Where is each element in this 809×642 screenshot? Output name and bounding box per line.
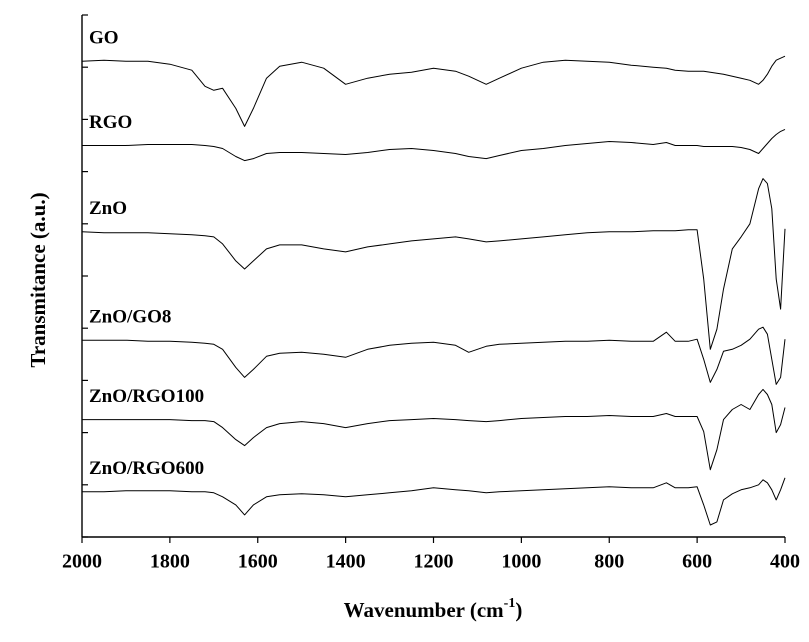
x-tick-label: 800 — [594, 551, 624, 573]
spectrum — [82, 326, 786, 385]
x-tick-label: 400 — [770, 551, 800, 573]
spectrum — [81, 55, 786, 127]
x-axis-label-tail: ) — [515, 598, 522, 622]
spectrum — [82, 128, 786, 162]
x-axis-label: Wavenumber (cm-1) — [344, 596, 523, 622]
x-tick-label: 1600 — [238, 551, 278, 573]
x-tick-label: 1800 — [150, 551, 190, 573]
x-tick-label: 2000 — [62, 551, 102, 573]
series-label: ZnO — [89, 198, 127, 219]
x-tick-label: 1200 — [414, 551, 454, 573]
x-tick-label: 600 — [682, 551, 712, 573]
spectrum — [82, 388, 786, 471]
spectrum — [82, 477, 786, 526]
x-tick-label: 1400 — [326, 551, 366, 573]
series-label: RGO — [89, 112, 132, 133]
x-tick-label: 1000 — [501, 551, 541, 573]
y-axis-label: Transmitance (a.u.) — [26, 192, 50, 367]
series-label: ZnO/GO8 — [89, 307, 171, 328]
series-label: ZnO/RGO600 — [89, 458, 204, 479]
x-axis-label-sup: -1 — [504, 596, 516, 611]
series-label: GO — [89, 28, 119, 49]
series-label: ZnO/RGO100 — [89, 386, 204, 407]
x-axis-label-text: Wavenumber (cm — [344, 598, 505, 622]
spectrum — [81, 178, 786, 350]
